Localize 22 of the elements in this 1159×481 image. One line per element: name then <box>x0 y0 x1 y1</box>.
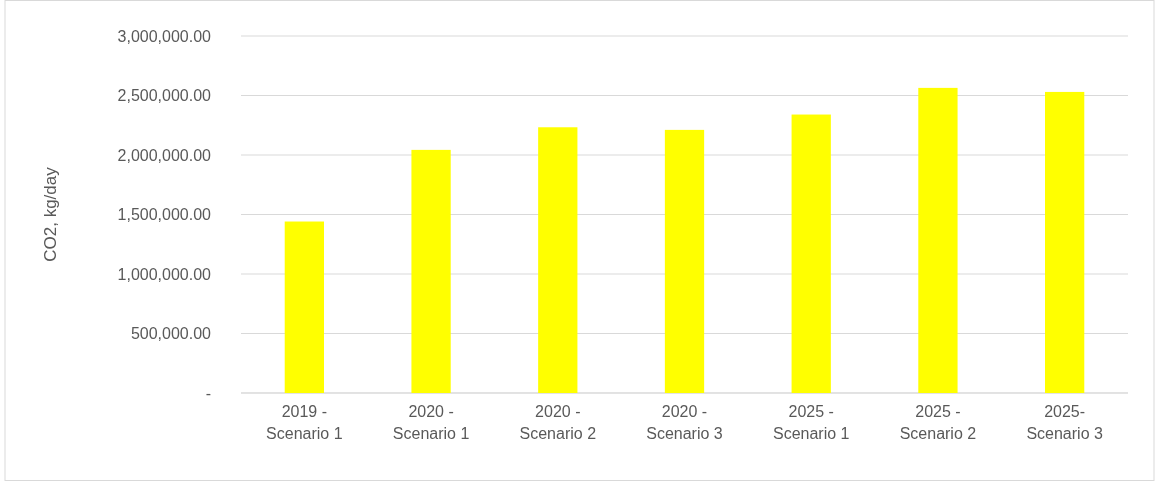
y-tick-label: 1,000,000.00 <box>117 265 212 283</box>
bar <box>538 127 578 393</box>
x-tick-label: 2025 - Scenario 2 <box>899 403 977 442</box>
x-tick-label: 2020 - Scenario 2 <box>519 403 597 442</box>
x-tick-label: 2019 - Scenario 1 <box>266 403 343 442</box>
bar <box>284 221 324 393</box>
bar <box>411 149 451 393</box>
y-tick-label: 1,500,000.00 <box>117 206 212 224</box>
x-tick-label: 2020 - Scenario 3 <box>646 403 723 442</box>
x-tick-label: 2025 - Scenario 1 <box>772 403 850 442</box>
y-tick-label: 3,000,000.00 <box>117 27 212 45</box>
x-tick-label: 2025- Scenario 3 <box>1026 403 1103 442</box>
y-axis-title: CO2, kg/day <box>41 166 60 262</box>
x-tick-label: 2020 - Scenario 1 <box>392 403 470 442</box>
y-tick-label: - <box>205 384 211 402</box>
bar <box>918 87 958 393</box>
y-tick-label: 500,000.00 <box>130 325 212 343</box>
bar <box>791 114 831 393</box>
bar <box>1045 91 1085 393</box>
bar <box>664 129 705 393</box>
y-tick-label: 2,000,000.00 <box>117 146 212 164</box>
y-tick-label: 2,500,000.00 <box>117 87 212 105</box>
